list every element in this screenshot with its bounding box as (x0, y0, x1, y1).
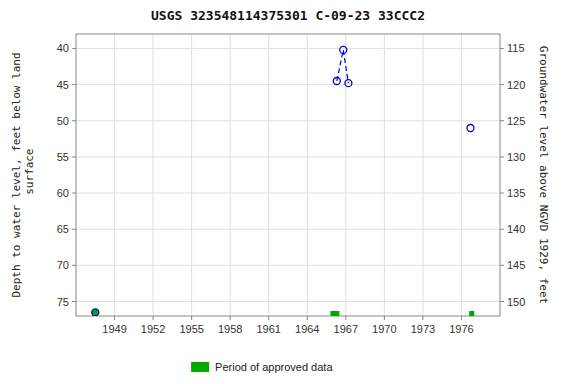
title: USGS 323548114375301 C-09-23 33CCC2 (151, 8, 425, 23)
tick-label: 55 (57, 151, 69, 163)
tick (72, 229, 76, 230)
tick-label: 1967 (334, 323, 358, 335)
tick-label: 40 (57, 42, 69, 54)
grid-line (230, 34, 231, 316)
grid-line (422, 34, 423, 316)
tick-label: 60 (57, 187, 69, 199)
tick-label: 45 (57, 79, 69, 91)
legend: Period of approved data (191, 361, 333, 373)
tick (500, 301, 504, 302)
tick-label: 135 (507, 187, 525, 199)
grid-line (76, 156, 500, 157)
legend-label: Period of approved data (215, 361, 333, 373)
tick (72, 193, 76, 194)
grid-line (76, 120, 500, 121)
tick-label: 150 (507, 296, 525, 308)
plot-frame (76, 34, 500, 316)
tick-label: 1970 (372, 323, 396, 335)
tick-label: 1949 (102, 323, 126, 335)
tick (345, 316, 346, 320)
data-point (345, 80, 352, 87)
tick-label: 75 (57, 296, 69, 308)
tick-label: 115 (507, 42, 525, 54)
tick (230, 316, 231, 320)
tick-label: 70 (57, 259, 69, 271)
grid-line (461, 34, 462, 316)
chart: 1949 1952 1955 1958 1961 1964 1967 1970 1973 1976… (0, 0, 576, 384)
data-point (333, 78, 340, 85)
marks (92, 46, 475, 316)
tick-label: 145 (507, 259, 525, 271)
grid-line (76, 84, 500, 85)
axis-label: Groundwater level above NGVD 1929, feet (537, 46, 550, 304)
data-point (467, 125, 474, 132)
tick-label: 65 (57, 223, 69, 235)
tick (461, 316, 462, 320)
grid-line (268, 34, 269, 316)
tick (268, 316, 269, 320)
grid-line (114, 34, 115, 316)
tick (500, 265, 504, 266)
grid-line (307, 34, 308, 316)
data-point (92, 309, 99, 316)
tick-label: 1973 (411, 323, 435, 335)
approved-period (469, 311, 474, 316)
tick-label: 1961 (256, 323, 280, 335)
tick (153, 316, 154, 320)
grid-line (191, 34, 192, 316)
grid-line (384, 34, 385, 316)
tick-label: 1976 (449, 323, 473, 335)
tick (72, 120, 76, 121)
grid-line (153, 34, 154, 316)
axis-label: Depth to water level, feet below land su… (10, 52, 36, 297)
tick (500, 84, 504, 85)
tick-label: 125 (507, 115, 525, 127)
tick (500, 120, 504, 121)
tick (384, 316, 385, 320)
tick-label: 1952 (141, 323, 165, 335)
tick-label: 120 (507, 79, 525, 91)
tick (307, 316, 308, 320)
tick (114, 316, 115, 320)
grid-line (76, 229, 500, 230)
tick (500, 193, 504, 194)
grid-line (76, 48, 500, 49)
data-point (340, 46, 347, 53)
tick (72, 84, 76, 85)
tick (500, 48, 504, 49)
grid-line (76, 265, 500, 266)
legend-swatch (191, 362, 209, 372)
grid-line (345, 34, 346, 316)
grid-line (76, 301, 500, 302)
tick-label: 1958 (218, 323, 242, 335)
approved-period (330, 311, 339, 316)
axis-label-line: Depth to water level, feet below land (10, 52, 23, 297)
tick (500, 156, 504, 157)
grid (76, 34, 500, 316)
axes: 1949 1952 1955 1958 1961 1964 1967 1970 1973 1976… (57, 42, 526, 335)
tick (72, 301, 76, 302)
background (0, 0, 576, 384)
tick (72, 48, 76, 49)
tick-label: 140 (507, 223, 525, 235)
tick (500, 229, 504, 230)
tick-label: 50 (57, 115, 69, 127)
tick-label: 130 (507, 151, 525, 163)
tick (72, 156, 76, 157)
tick (422, 316, 423, 320)
tick-label: 1964 (295, 323, 319, 335)
tick (72, 265, 76, 266)
tick (191, 316, 192, 320)
grid-line (76, 193, 500, 194)
axis-label-line: surface (23, 149, 36, 202)
tick-label: 1955 (179, 323, 203, 335)
